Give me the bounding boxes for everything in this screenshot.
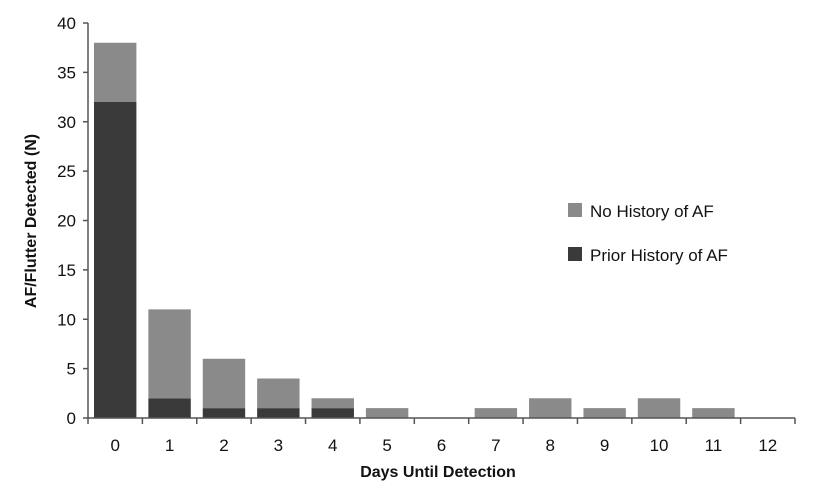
bars-group [93,42,735,418]
bar-segment-no-history [583,408,626,418]
legend: No History of AF Prior History of AF [568,202,728,265]
bar-segment-no-history [257,378,300,409]
bar-segment-prior-history [93,102,137,418]
legend-swatch [568,203,582,217]
x-tick-label: 1 [165,436,174,455]
x-tick-label: 11 [705,436,723,455]
bar-segment-no-history [637,398,681,418]
x-ticks-group: 0 1 2 3 4 5 6 7 8 9 10 11 12 [87,418,796,455]
y-tick-label: 35 [57,63,76,82]
bar-segment-prior-history [148,398,191,418]
legend-label: No History of AF [590,202,714,221]
bar-segment-prior-history [257,408,300,418]
bar-segment-no-history [692,408,735,418]
y-tick-label: 25 [57,162,76,181]
y-ticks-group: 0 5 10 15 20 25 30 35 40 [57,14,88,428]
x-axis-title: Days Until Detection [360,464,516,481]
x-tick-label: 0 [110,436,119,455]
bar-segment-no-history [93,42,137,102]
y-tick-label: 15 [57,261,76,280]
x-tick-label: 2 [219,436,228,455]
x-tick-label: 10 [650,436,669,455]
y-tick-label: 5 [67,360,76,379]
bar-segment-prior-history [311,408,354,418]
y-tick-label: 0 [67,409,76,428]
legend-swatch [568,247,582,261]
bar-segment-prior-history [202,408,246,418]
bar-segment-no-history [529,398,572,418]
y-tick-label: 30 [57,113,76,132]
x-tick-label: 7 [491,436,500,455]
x-tick-label: 8 [546,436,555,455]
x-tick-label: 12 [758,436,777,455]
y-axis-title: AF/Flutter Detected (N) [23,134,40,308]
y-tick-label: 20 [57,212,76,231]
x-tick-label: 6 [437,436,446,455]
bar-segment-no-history [311,398,354,409]
x-tick-label: 5 [382,436,391,455]
y-tick-label: 40 [57,14,76,33]
bar-segment-no-history [365,408,409,418]
legend-label: Prior History of AF [590,246,728,265]
bar-segment-no-history [474,408,518,418]
x-tick-label: 9 [600,436,609,455]
x-tick-label: 4 [328,436,337,455]
bar-segment-no-history [148,309,191,399]
x-tick-label: 3 [274,436,283,455]
bar-segment-no-history [202,358,246,409]
y-tick-label: 10 [57,310,76,329]
